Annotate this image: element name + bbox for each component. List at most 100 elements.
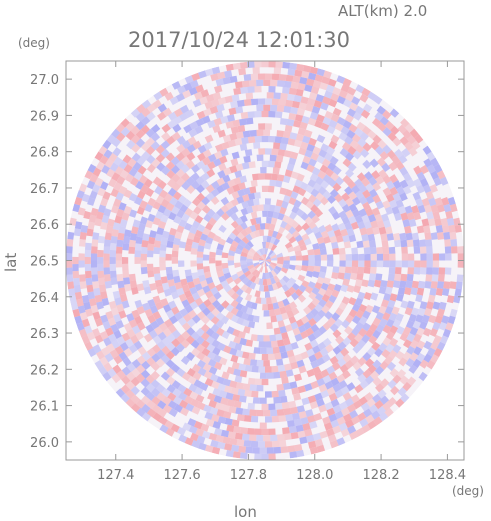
radar-cell (401, 246, 408, 254)
radar-cell (432, 301, 441, 310)
radar-cell (417, 307, 426, 317)
radar-cell (242, 194, 250, 202)
radar-cell (105, 310, 114, 320)
radar-cell (416, 225, 425, 234)
radar-cell (343, 98, 353, 108)
radar-cell (108, 333, 117, 343)
radar-cell (404, 205, 413, 214)
radar-cell (202, 254, 210, 261)
radar-cell (237, 124, 246, 133)
radar-cell (273, 142, 281, 150)
radar-cell (102, 191, 111, 201)
radar-cell (362, 352, 372, 362)
radar-cell (376, 246, 383, 254)
radar-cell (330, 419, 340, 428)
radar-cell (77, 305, 86, 314)
radar-cell (349, 431, 359, 440)
radar-cell (271, 390, 279, 398)
radar-cell (185, 351, 195, 361)
radar-cell (240, 229, 249, 237)
radar-cell (88, 298, 97, 307)
radar-cell (362, 201, 371, 211)
radar-cell (230, 314, 239, 323)
radar-cell (145, 145, 156, 156)
radar-cell (277, 339, 285, 347)
radar-cell (405, 280, 413, 289)
radar-cell (140, 246, 148, 254)
radar-cell (275, 402, 283, 410)
radar-cell (150, 362, 161, 372)
radar-cell (159, 250, 166, 258)
radar-cell (413, 246, 421, 254)
radar-cell (210, 188, 220, 198)
radar-cell (74, 221, 83, 230)
radar-cell (340, 126, 350, 135)
radar-cell (256, 154, 264, 162)
radar-cell (328, 413, 338, 423)
radar-cell (227, 260, 235, 266)
radar-cell (105, 225, 114, 234)
radar-cell (318, 271, 326, 279)
radar-cell (171, 306, 180, 315)
radar-cell (385, 306, 394, 315)
radar-cell (330, 93, 340, 102)
radar-cell (360, 148, 370, 158)
radar-cell (108, 178, 117, 188)
radar-cell (310, 86, 320, 95)
radar-cell (120, 127, 131, 137)
radar-cell (197, 245, 205, 252)
radar-cell (215, 319, 225, 329)
radar-cell (390, 385, 400, 396)
radar-cell (301, 280, 310, 288)
radar-cell (343, 272, 352, 280)
radar-cell (220, 115, 229, 124)
radar-cell (376, 220, 385, 229)
radar-cell (310, 360, 320, 369)
radar-cell (308, 317, 317, 327)
radar-cell (276, 105, 285, 112)
radar-cell (358, 260, 365, 268)
radar-cell (118, 160, 128, 170)
radar-cell (155, 358, 166, 368)
radar-cell (178, 293, 187, 302)
radar-cell (270, 104, 278, 112)
radar-cell (283, 175, 291, 184)
radar-cell (290, 361, 299, 370)
radar-cell (249, 247, 256, 255)
radar-cell (183, 198, 192, 208)
radar-cell (197, 269, 205, 276)
radar-cell (401, 260, 408, 268)
radar-cell (266, 447, 274, 454)
radar-cell (351, 133, 362, 143)
radar-cell (253, 142, 261, 149)
radar-cell (350, 221, 359, 230)
radar-cell (368, 335, 378, 345)
radar-cell (171, 131, 181, 141)
radar-cell (107, 317, 117, 327)
radar-cell (153, 247, 161, 255)
radar-cell (112, 147, 122, 157)
radar-cell (210, 316, 220, 325)
radar-cell (201, 115, 211, 124)
radar-cell (266, 92, 274, 99)
radar-cell (81, 193, 90, 203)
radar-cell (358, 253, 365, 261)
radar-cell (376, 105, 386, 115)
radar-cell (298, 284, 307, 293)
radar-cell (171, 380, 181, 390)
radar-cell (203, 213, 212, 223)
radar-cell (381, 162, 391, 172)
radar-cell (281, 312, 289, 321)
radar-cell (351, 247, 358, 255)
radar-cell (283, 255, 290, 261)
radar-cell (307, 210, 316, 219)
radar-cell (352, 315, 361, 325)
radar-cell (243, 99, 252, 106)
radar-cell (116, 273, 124, 282)
radar-cell (422, 145, 432, 155)
radar-cell (295, 133, 304, 142)
radar-cell (314, 260, 321, 267)
radar-cell (130, 134, 141, 144)
radar-cell (191, 72, 201, 81)
radar-cell (89, 190, 98, 200)
